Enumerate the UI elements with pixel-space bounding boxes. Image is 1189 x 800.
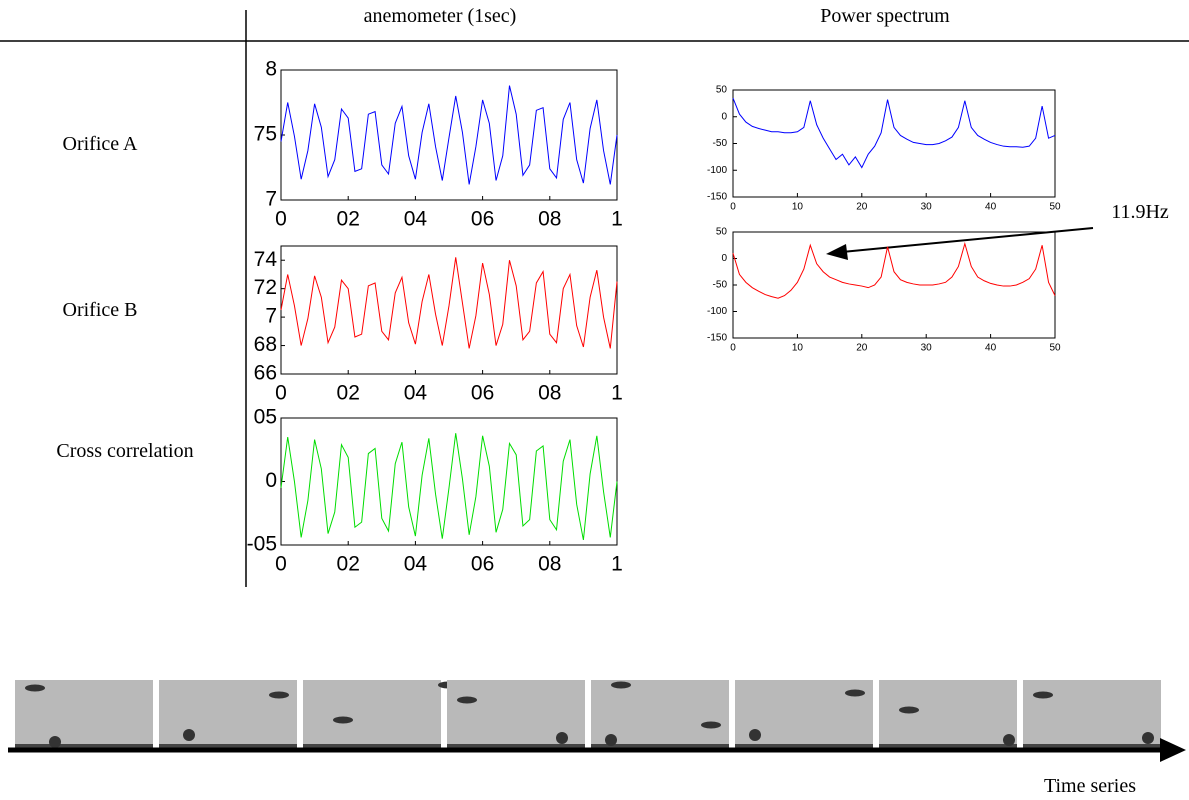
annotation: 11.9Hz (1111, 201, 1169, 223)
data-line (732, 241, 1056, 299)
x-tick-label: 40 (985, 202, 997, 213)
photo-floor (15, 744, 153, 750)
photo-floor (591, 744, 729, 750)
x-tick-label: 50 (1049, 202, 1061, 213)
droplet (183, 729, 195, 741)
droplet (556, 732, 568, 744)
data-line (280, 257, 618, 349)
time-arrow-head (1160, 738, 1186, 762)
droplet (1142, 732, 1154, 744)
photo-frame (879, 680, 1017, 748)
x-tick-label: 0 (275, 382, 287, 405)
x-tick-label: 40 (985, 343, 997, 354)
droplet (49, 736, 61, 748)
y-tick-label: 66 (254, 362, 277, 385)
photo-floor (1023, 744, 1161, 750)
y-tick-label: -100 (707, 306, 727, 317)
time-label: Time series (1044, 775, 1136, 797)
x-tick-label: 02 (337, 208, 360, 231)
x-tick-label: 1 (611, 553, 623, 576)
x-tick-label: 02 (337, 382, 360, 405)
droplet (749, 729, 761, 741)
y-tick-label: 74 (254, 248, 278, 271)
x-tick-label: 30 (921, 343, 933, 354)
y-tick-label: 50 (716, 85, 728, 96)
photo-floor (447, 744, 585, 750)
x-tick-label: 04 (404, 382, 428, 405)
x-tick-label: 10 (792, 343, 804, 354)
y-tick-label: 75 (254, 123, 277, 146)
data-line (732, 97, 1056, 169)
x-tick-label: 0 (275, 553, 287, 576)
droplet (899, 706, 919, 714)
row-label: Orifice B (63, 299, 138, 321)
row-label: Cross correlation (56, 440, 193, 462)
x-tick-label: 04 (404, 553, 428, 576)
y-tick-label: -05 (247, 533, 277, 556)
droplet (1003, 734, 1015, 746)
y-tick-label: -50 (713, 138, 728, 149)
y-tick-label: 0 (721, 111, 727, 122)
x-tick-label: 08 (538, 553, 561, 576)
plot-frame (280, 245, 618, 375)
y-tick-label: 0 (265, 469, 277, 492)
y-tick-label: 50 (716, 227, 728, 238)
photo-frame (303, 680, 441, 748)
droplet (701, 721, 721, 729)
y-tick-label: -150 (707, 333, 727, 344)
y-tick-label: 7 (265, 305, 277, 328)
droplet (1033, 691, 1053, 699)
x-tick-label: 20 (856, 202, 868, 213)
data-line (280, 433, 618, 541)
y-tick-label: -50 (713, 280, 728, 291)
droplet (269, 691, 289, 699)
x-tick-label: 1 (611, 382, 623, 405)
x-tick-label: 0 (730, 202, 736, 213)
droplet (25, 684, 45, 692)
droplet (333, 716, 353, 724)
x-tick-label: 08 (538, 382, 561, 405)
x-tick-label: 02 (337, 553, 360, 576)
x-tick-label: 0 (730, 343, 736, 354)
x-tick-label: 50 (1049, 343, 1061, 354)
column-header: Power spectrum (820, 5, 950, 27)
plot-frame (732, 89, 1056, 198)
x-tick-label: 06 (471, 553, 494, 576)
droplet (845, 689, 865, 697)
x-tick-label: 06 (471, 382, 494, 405)
x-tick-label: 10 (792, 202, 804, 213)
plot-frame (280, 417, 618, 546)
droplet (457, 696, 477, 704)
photo-floor (303, 744, 441, 750)
y-tick-label: 8 (265, 58, 277, 81)
droplet (605, 734, 617, 746)
x-tick-label: 06 (471, 208, 494, 231)
x-tick-label: 08 (538, 208, 561, 231)
x-tick-label: 0 (275, 208, 287, 231)
photo-frame (1023, 680, 1161, 748)
photo-strip (15, 680, 1161, 750)
photo-floor (735, 744, 873, 750)
arrow-head (826, 244, 848, 260)
y-tick-label: -150 (707, 192, 727, 203)
photo-floor (879, 744, 1017, 750)
x-tick-label: 20 (856, 343, 868, 354)
column-header: anemometer (1sec) (364, 5, 517, 27)
photo-frame (159, 680, 297, 748)
x-tick-label: 30 (921, 202, 933, 213)
y-tick-label: 68 (254, 333, 277, 356)
photo-floor (159, 744, 297, 750)
data-line (280, 85, 618, 185)
x-tick-label: 1 (611, 208, 623, 231)
y-tick-label: 05 (254, 406, 277, 429)
y-tick-label: 7 (265, 188, 277, 211)
droplet (611, 681, 631, 689)
row-label: Orifice A (63, 133, 139, 155)
y-tick-label: -100 (707, 165, 727, 176)
y-tick-label: 72 (254, 276, 277, 299)
y-tick-label: 0 (721, 253, 727, 264)
x-tick-label: 04 (404, 208, 428, 231)
